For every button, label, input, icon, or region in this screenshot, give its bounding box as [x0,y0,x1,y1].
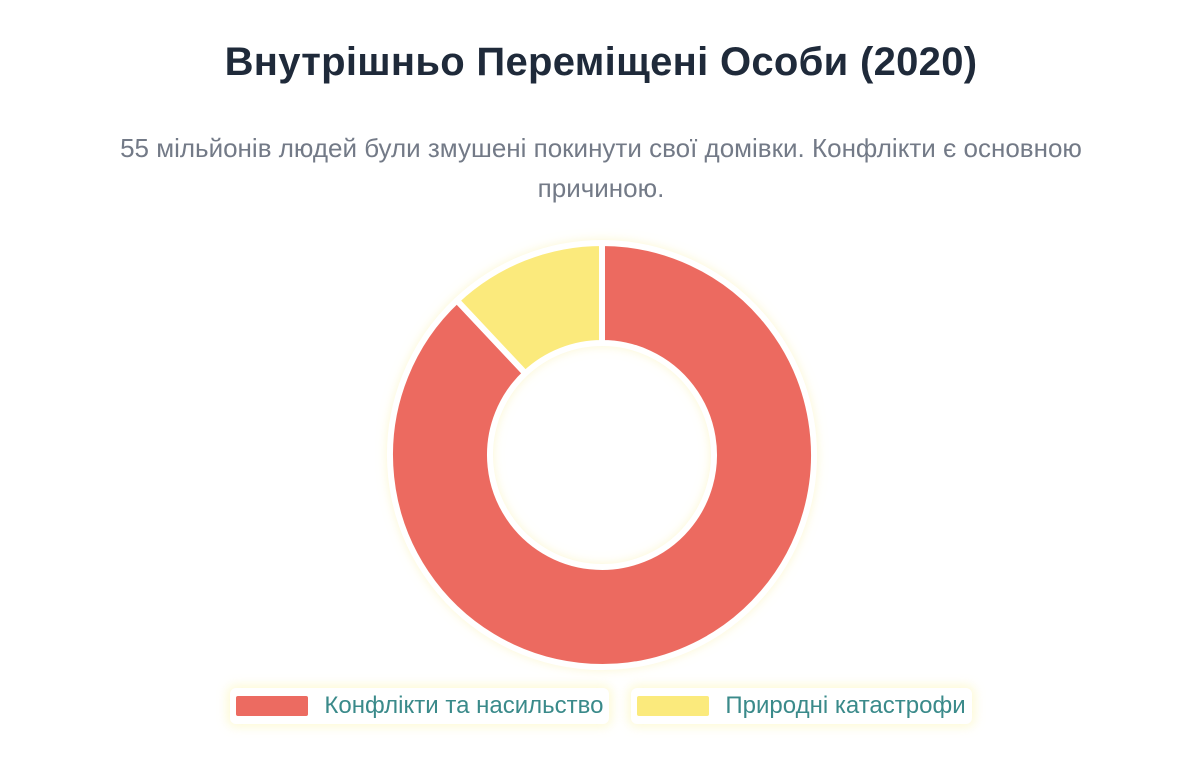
chart-subtitle: 55 мільйонів людей були змушені покинути… [120,133,1082,203]
slice-conflicts[interactable] [387,240,817,670]
doughnut-slices [387,240,817,670]
legend-swatch-conflicts [236,696,309,716]
legend-label-disasters: Природні катастрофи [725,692,966,719]
slice-disasters[interactable] [453,240,605,377]
chart-legend: Конфлікти та насильство Природні катастр… [0,688,1202,724]
legend-item-disasters[interactable]: Природні катастрофи [631,688,971,724]
legend-item-conflicts[interactable]: Конфлікти та насильство [230,688,609,724]
legend-swatch-disasters [637,696,710,716]
chart-title: Внутрішньо Переміщені Особи (2020) [224,40,978,84]
legend-label-conflicts: Конфлікти та насильство [324,692,604,719]
